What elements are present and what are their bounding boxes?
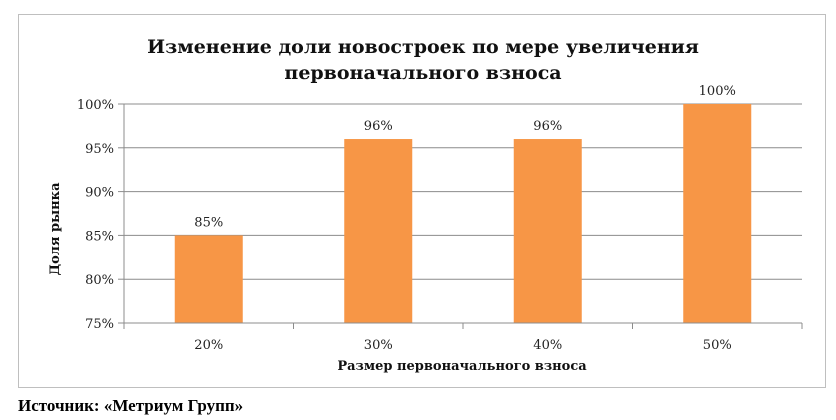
y-tick-label: 100% [77,98,114,113]
chart-title-line-1: Изменение доли новостроек по мере увелич… [147,36,699,58]
y-tick-label: 95% [85,142,114,157]
bar-40% [513,139,582,323]
chart-title-line-2: первоначального взноса [284,62,561,84]
bar-30% [344,139,413,323]
data-label: 85% [194,215,223,230]
x-tick-label: 30% [364,338,393,353]
data-label: 96% [364,119,393,134]
source-note: Источник: «Метриум Групп» [18,396,244,415]
x-tick-label: 20% [194,338,223,353]
y-tick-label: 85% [85,229,114,244]
x-axis-title: Размер первоначального взноса [337,359,587,374]
bar-chart: Изменение доли новостроек по мере увелич… [48,36,803,374]
y-tick-label: 90% [85,186,114,201]
bars [174,104,752,323]
x-tick-label: 40% [533,338,562,353]
x-axis-ticks: 20% 30% 40% 50% [124,322,802,353]
y-axis-ticks: 75% 80% 85% 90% 95% 100% [77,98,114,332]
x-tick-label: 50% [703,338,732,353]
data-label: 96% [533,119,562,134]
data-label: 100% [699,84,736,99]
y-tick-label: 75% [85,317,114,332]
bar-50% [683,104,752,323]
data-labels: 85% 96% 96% 100% [194,84,736,230]
bar-20% [174,235,243,323]
chart-frame: Изменение доли новостроек по мере увелич… [18,14,826,388]
y-axis-title: Доля рынка [48,182,63,276]
y-tick-label: 80% [85,273,114,288]
